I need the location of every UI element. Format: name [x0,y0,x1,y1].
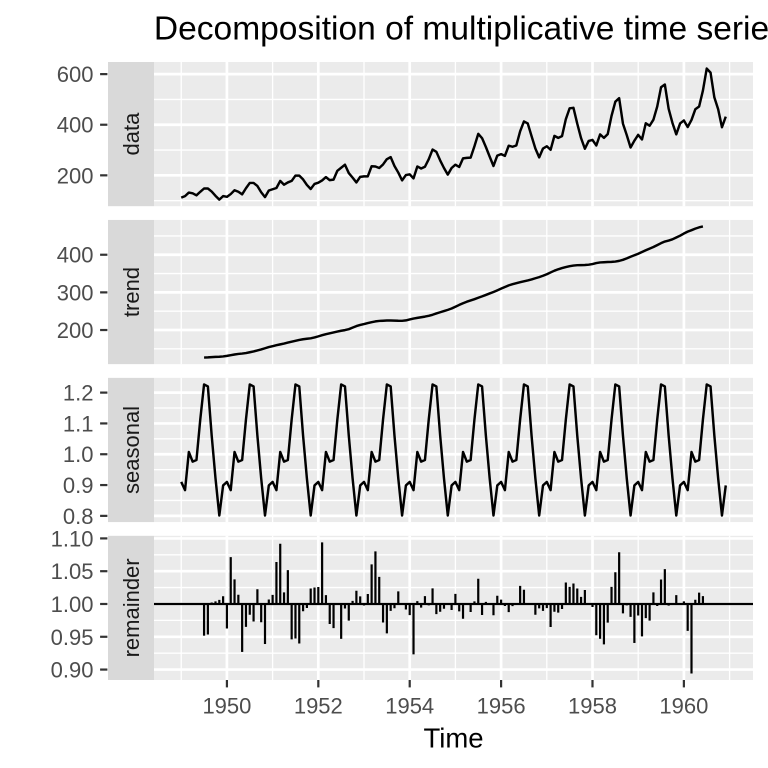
svg-text:300: 300 [57,280,94,305]
svg-text:seasonal: seasonal [119,406,144,494]
svg-text:1956: 1956 [477,693,526,718]
svg-text:0.90: 0.90 [51,658,94,683]
svg-text:0.9: 0.9 [63,473,94,498]
svg-text:1.0: 1.0 [63,442,94,467]
svg-text:1.10: 1.10 [51,526,94,551]
svg-text:600: 600 [57,62,94,87]
svg-text:1954: 1954 [385,693,434,718]
svg-text:1.2: 1.2 [63,381,94,406]
svg-text:trend: trend [119,267,144,317]
svg-text:Time: Time [423,723,483,754]
svg-text:1.1: 1.1 [63,411,94,436]
svg-text:200: 200 [57,318,94,343]
svg-text:1.05: 1.05 [51,559,94,584]
svg-text:remainder: remainder [119,558,144,657]
svg-text:0.8: 0.8 [63,504,94,529]
svg-text:400: 400 [57,113,94,138]
svg-text:1952: 1952 [294,693,343,718]
svg-text:1950: 1950 [202,693,251,718]
svg-text:200: 200 [57,163,94,188]
svg-text:Decomposition of multiplicativ: Decomposition of multiplicative time ser… [154,11,768,48]
svg-text:400: 400 [57,243,94,268]
svg-text:data: data [119,112,144,156]
svg-text:1958: 1958 [568,693,617,718]
svg-text:1960: 1960 [659,693,708,718]
svg-text:0.95: 0.95 [51,625,94,650]
svg-text:1.00: 1.00 [51,592,94,617]
